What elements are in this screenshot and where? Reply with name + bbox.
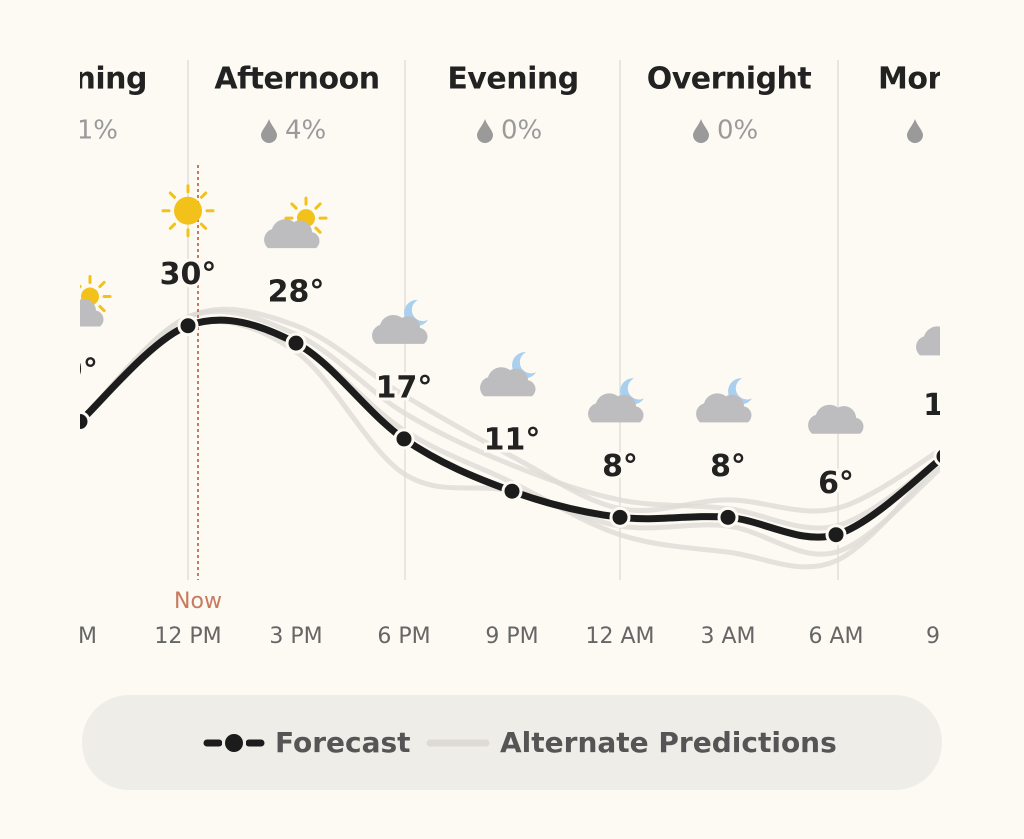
rain-drop-icon xyxy=(477,119,493,143)
time-label: 9 A xyxy=(926,624,962,649)
forecast-point xyxy=(177,315,199,337)
cloud-icon xyxy=(480,367,536,397)
forecast-point xyxy=(933,446,940,467)
sun-ray xyxy=(290,202,298,210)
cloud-icon xyxy=(588,393,644,423)
cloud-icon xyxy=(916,326,940,356)
temperature-label: 8° xyxy=(710,449,746,484)
temperature-label: 8° xyxy=(602,449,638,484)
legend-label: Forecast xyxy=(275,726,411,759)
cloud-icon xyxy=(696,393,752,423)
time-label: 12 AM xyxy=(585,624,654,649)
cloud-icon xyxy=(372,314,428,344)
time-label: 9 PM xyxy=(485,624,538,649)
rain-drop-icon xyxy=(261,119,277,143)
legend-label: Alternate Predictions xyxy=(500,726,837,759)
sun-disc xyxy=(174,196,202,225)
period-name: ning xyxy=(75,62,147,97)
forecast-point xyxy=(717,506,739,528)
temperature-label: 6° xyxy=(818,466,854,501)
forecast-point xyxy=(825,524,847,546)
chart-area: ning 1% Afternoon 4% Evening 0% Overnight 0% Mor… xyxy=(62,60,965,649)
cloud-icon xyxy=(808,404,864,434)
rain-chance: 1% xyxy=(77,116,118,146)
legend: Forecast Alternate Predictions xyxy=(203,726,837,759)
legend-forecast-dot xyxy=(225,734,243,752)
sun-ray xyxy=(314,226,322,234)
time-label: AM xyxy=(63,624,97,649)
sun-ray xyxy=(168,222,177,230)
sun-ray xyxy=(199,222,208,230)
rain-drop-icon xyxy=(907,119,923,143)
period-name: Afternoon xyxy=(214,62,379,97)
rain-chance: 4% xyxy=(285,116,326,146)
sun-ray xyxy=(314,202,322,210)
legend-box xyxy=(82,695,942,790)
cloud-icon xyxy=(80,298,104,327)
time-label: 3 AM xyxy=(700,624,755,649)
time-label: 6 PM xyxy=(377,624,430,649)
forecast-point xyxy=(285,332,307,354)
period-name: Mor xyxy=(878,62,942,97)
temperature-label: 30° xyxy=(160,257,217,292)
time-label: 3 PM xyxy=(269,624,322,649)
temperature-label: 11° xyxy=(484,423,541,458)
temperature-label: 15 xyxy=(923,388,965,423)
rain-chance: 0% xyxy=(717,116,758,146)
forecast-point xyxy=(501,480,523,502)
sun-ray xyxy=(199,191,208,199)
period-name: Overnight xyxy=(647,62,812,97)
time-label: 12 PM xyxy=(154,624,221,649)
temperature-label: 17° xyxy=(376,370,433,405)
sun-ray xyxy=(168,191,177,199)
sun-ray xyxy=(98,280,106,289)
period-name: Evening xyxy=(447,62,578,97)
cloud-icon xyxy=(264,219,320,249)
forecast-point xyxy=(609,506,631,528)
temperature-label: 9° xyxy=(62,353,98,388)
forecast-point xyxy=(80,411,91,433)
rain-drop-icon xyxy=(693,119,709,143)
time-label: 6 AM xyxy=(808,624,863,649)
forecast-point xyxy=(393,428,415,450)
sun-icon xyxy=(161,184,215,238)
rain-chance: 0% xyxy=(501,116,542,146)
alternate-line xyxy=(80,306,940,514)
now-label: Now xyxy=(174,589,222,614)
sun-ray xyxy=(98,304,106,313)
temperature-label: 28° xyxy=(268,275,325,310)
